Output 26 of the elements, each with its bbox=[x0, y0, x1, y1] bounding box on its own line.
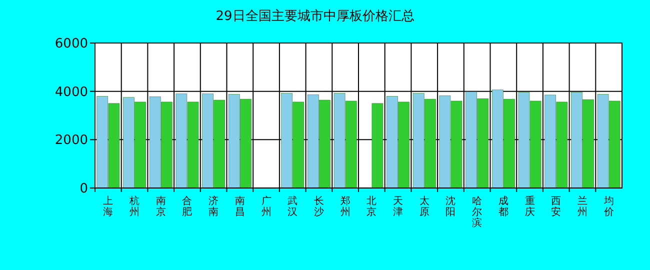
x-tick-label: 重庆 bbox=[524, 195, 535, 218]
x-tick-label: 太原 bbox=[419, 195, 430, 218]
x-tick-label: 天津 bbox=[393, 196, 404, 218]
y-tick-label: 2000 bbox=[54, 133, 88, 148]
y-tick-label: 6000 bbox=[54, 36, 88, 52]
x-tick-label: 成都 bbox=[498, 195, 508, 218]
x-tick-label: 广州 bbox=[261, 195, 272, 218]
x-tick-label: 南昌 bbox=[234, 195, 245, 218]
x-tick-label: 均价 bbox=[602, 195, 614, 218]
x-tick-label: 沈阳 bbox=[446, 195, 456, 218]
x-tick-label: 兰州 bbox=[577, 195, 588, 218]
x-tick-label: 杭州 bbox=[128, 195, 140, 218]
x-tick-label: 济南 bbox=[208, 195, 219, 218]
x-tick-label: 长沙 bbox=[314, 195, 324, 218]
x-tick-label: 西安 bbox=[551, 196, 562, 218]
y-tick-label: 4000 bbox=[54, 84, 88, 100]
x-tick-label: 郑州 bbox=[340, 195, 350, 218]
x-tick-label: 上海 bbox=[103, 195, 114, 218]
y-tick-label: 0 bbox=[80, 182, 88, 197]
x-tick-label: 合肥 bbox=[182, 195, 192, 218]
x-tick-label: 北京 bbox=[366, 195, 377, 218]
chart-title: 29日全国主要城市中厚板价格汇总 bbox=[216, 8, 414, 24]
bar bbox=[372, 103, 384, 188]
x-tick-label: 武汉 bbox=[288, 195, 298, 218]
x-tick-label: 南京 bbox=[156, 195, 166, 218]
x-tick-label: 哈尔滨 bbox=[472, 195, 482, 229]
